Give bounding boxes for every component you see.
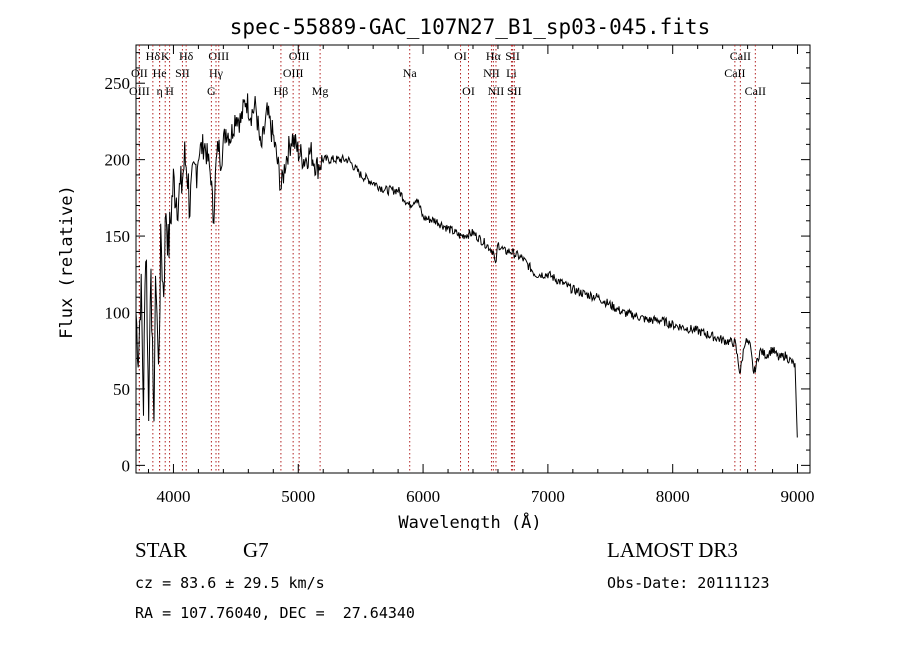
line-label-8: H [165, 84, 174, 98]
object-class: STAR [135, 538, 187, 562]
line-label-6: Hδ [179, 49, 194, 63]
line-label-14: Hβ [274, 84, 289, 98]
coordinates-text: RA = 107.76040, DEC = 27.64340 [135, 604, 415, 622]
object-subclass: G7 [243, 538, 269, 562]
line-label-3: K [161, 49, 170, 63]
line-label-9: OIII [208, 49, 229, 63]
line-label-10: Hγ [209, 66, 224, 80]
y-tick-label-3: 150 [105, 227, 131, 246]
x-tick-label-3: 7000 [531, 487, 565, 506]
line-label-20: NII [483, 66, 500, 80]
x-tick-label-0: 4000 [156, 487, 190, 506]
plot-frame [135, 44, 811, 474]
line-label-7: SII [175, 66, 190, 80]
y-tick-label-1: 50 [113, 380, 130, 399]
y-tick-label-5: 250 [105, 74, 131, 93]
line-label-16: Na [403, 66, 418, 80]
line-label-21: NII [488, 84, 505, 98]
line-label-12: OIII [289, 49, 310, 63]
line-label-26: CaII [724, 66, 745, 80]
y-tick-label-4: 200 [105, 151, 131, 170]
line-label-17: OI [454, 49, 467, 63]
y-tick-label-0: 0 [122, 456, 131, 475]
line-label-13: OIII [283, 66, 304, 80]
line-label-23: Li [506, 66, 517, 80]
line-label-22: SII [505, 49, 520, 63]
y-tick-label-2: 100 [105, 304, 131, 323]
line-label-27: CaII [745, 84, 766, 98]
obs-date-text: Obs-Date: 20111123 [607, 574, 770, 592]
line-label-15: Mg [312, 84, 329, 98]
y-axis-label: Flux (relative) [57, 185, 77, 339]
line-label-24: SII [507, 84, 522, 98]
chart-title: spec-55889-GAC_107N27_B1_sp03-045.fits [230, 15, 710, 39]
x-axis-label: Wavelength (Å) [398, 511, 541, 530]
x-tick-label-4: 8000 [656, 487, 690, 506]
x-tick-label-1: 5000 [281, 487, 315, 506]
line-label-18: OI [462, 84, 475, 98]
line-label-5: η [156, 84, 162, 98]
line-label-11: G [207, 84, 216, 98]
line-label-0: Hδ [146, 49, 161, 63]
x-tick-label-2: 6000 [406, 487, 440, 506]
line-label-25: CaII [730, 49, 751, 63]
redshift-text: cz = 83.6 ± 29.5 km/s [135, 574, 325, 592]
spectrum-series-line [135, 93, 798, 438]
line-label-2: OIII [129, 84, 150, 98]
spectrum-chart: spec-55889-GAC_107N27_B1_sp03-045.fits H… [57, 15, 815, 530]
line-label-19: Hα [486, 49, 502, 63]
survey-name: LAMOST DR3 [607, 538, 738, 562]
x-tick-label-5: 9000 [781, 487, 815, 506]
